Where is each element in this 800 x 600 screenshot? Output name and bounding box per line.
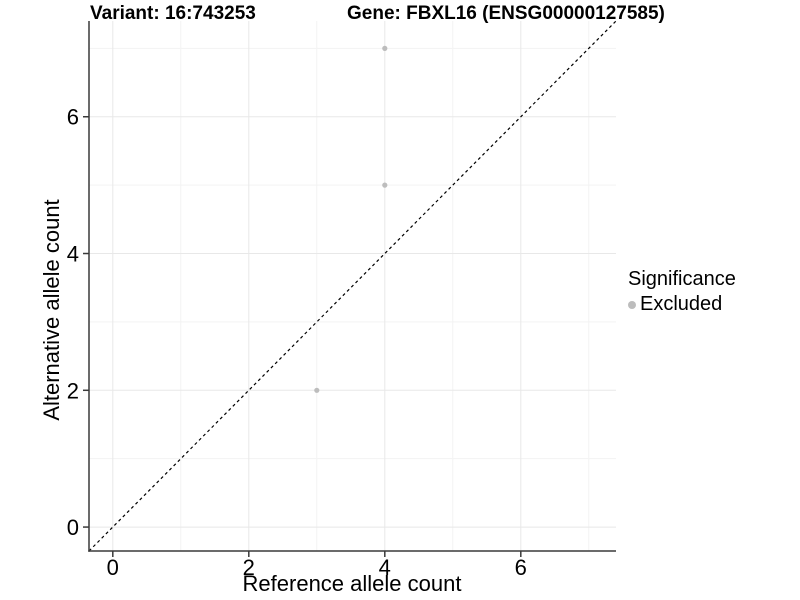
legend-title: Significance	[628, 268, 736, 290]
data-point	[382, 45, 388, 51]
y-tick-label: 6	[67, 105, 79, 130]
variant-title: Variant: 16:743253	[90, 3, 256, 24]
legend-item: Excluded	[628, 293, 736, 316]
y-tick-label: 0	[67, 515, 79, 540]
legend-items: Excluded	[628, 293, 736, 316]
legend-point-icon	[628, 300, 636, 309]
gene-title: Gene: FBXL16 (ENSG00000127585)	[347, 3, 665, 24]
x-tick-label: 4	[379, 555, 391, 580]
data-point	[314, 387, 320, 393]
x-axis-title: Reference allele count	[242, 571, 462, 596]
y-axis-title: Alternative allele count	[39, 199, 64, 421]
x-tick-label: 2	[243, 555, 255, 580]
x-tick-label: 0	[107, 555, 119, 580]
legend-item-label: Excluded	[640, 293, 723, 315]
x-tick-label: 6	[515, 555, 527, 580]
legend: Significance Excluded	[628, 268, 736, 316]
identity-dashed-line	[88, 20, 617, 552]
y-tick-label: 2	[67, 378, 79, 403]
y-tick-label: 4	[67, 242, 79, 267]
data-point	[382, 182, 388, 188]
